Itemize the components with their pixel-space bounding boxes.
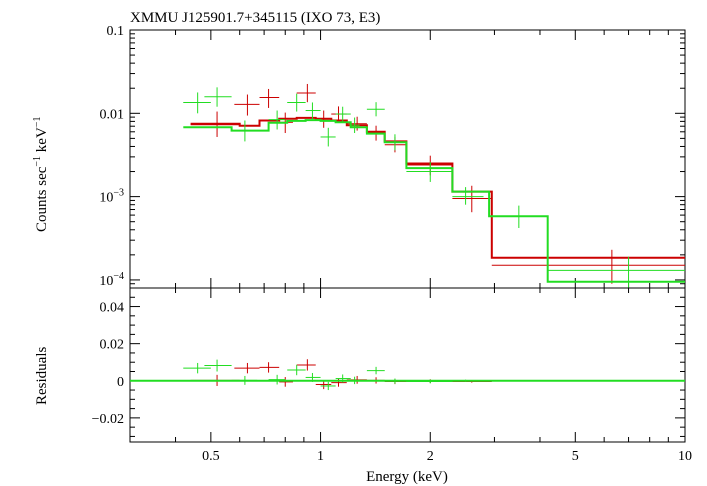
residuals-y-ticks: 0.04 0.02 0 −0.02 bbox=[92, 287, 685, 437]
green-residual-point bbox=[287, 364, 306, 376]
y-tick-exp: −4 bbox=[113, 271, 124, 282]
green-residual-point bbox=[366, 366, 385, 375]
red-data-point bbox=[234, 94, 260, 116]
green-residual-point bbox=[204, 359, 232, 372]
green-data-point bbox=[183, 92, 211, 114]
y-tick-base: 10 bbox=[99, 191, 113, 206]
red-data-point bbox=[452, 185, 492, 213]
residuals-panel-frame bbox=[129, 287, 686, 443]
y-label-sup1: −1 bbox=[32, 156, 43, 167]
green-data-point bbox=[268, 110, 286, 130]
green-data-point bbox=[305, 102, 321, 120]
y-tick-label: 0.1 bbox=[107, 24, 125, 39]
residuals-series bbox=[130, 359, 685, 391]
green-residual-point bbox=[320, 381, 336, 391]
residuals-y-label: Residuals bbox=[34, 347, 50, 405]
green-data-point bbox=[287, 93, 306, 112]
spectrum-y-label: Counts sec−1 keV−1 bbox=[32, 117, 50, 232]
green-data-point bbox=[452, 187, 484, 205]
green-data-point bbox=[489, 205, 548, 229]
y-label-main: Counts sec bbox=[34, 166, 50, 232]
green-data-point bbox=[231, 120, 258, 142]
y-tick-label: 10−4 bbox=[99, 271, 124, 289]
y-tick-label: 0.04 bbox=[100, 301, 125, 316]
x-axis-label: Energy (keV) bbox=[366, 469, 448, 485]
x-tick-labels: 0.5 1 2 5 10 bbox=[202, 449, 692, 464]
y-tick-label: 0.02 bbox=[100, 338, 125, 353]
y-tick-label: 0.01 bbox=[100, 107, 125, 122]
y-tick-base: 10 bbox=[99, 274, 113, 289]
green-data-point bbox=[320, 127, 336, 147]
green-data-point bbox=[406, 162, 453, 182]
y-tick-label: 0 bbox=[117, 375, 124, 390]
spectrum-series bbox=[183, 83, 685, 288]
residuals-x-ticks bbox=[129, 288, 686, 442]
spectrum-panel-frame bbox=[129, 29, 686, 289]
x-tick-label: 10 bbox=[678, 449, 692, 464]
x-tick-label: 1 bbox=[317, 449, 324, 464]
y-label-mid: keV bbox=[34, 127, 50, 156]
red-data-point bbox=[406, 155, 453, 176]
green-data-point bbox=[366, 102, 385, 117]
red-residual-point bbox=[296, 359, 316, 371]
residuals-panel: 0.04 0.02 0 −0.02 Residuals bbox=[34, 287, 686, 443]
x-tick-label: 2 bbox=[427, 449, 434, 464]
green-residual-point bbox=[268, 374, 286, 385]
x-tick-label: 0.5 bbox=[202, 449, 220, 464]
x-tick-label: 5 bbox=[572, 449, 579, 464]
red-model-line bbox=[190, 116, 685, 259]
green-data-point bbox=[204, 87, 232, 107]
y-label-sup2: −1 bbox=[32, 117, 43, 128]
green-data-point bbox=[547, 256, 685, 288]
y-tick-label: −0.02 bbox=[92, 412, 124, 427]
green-data-point bbox=[335, 106, 351, 122]
spectrum-x-ticks bbox=[129, 30, 686, 288]
red-data-point bbox=[259, 88, 280, 108]
red-data-point bbox=[384, 136, 407, 153]
green-residual-point bbox=[183, 362, 211, 374]
green-data-point bbox=[384, 134, 407, 151]
y-tick-exp: −3 bbox=[113, 188, 124, 199]
green-data-point bbox=[349, 117, 360, 134]
red-residual-point bbox=[279, 377, 293, 387]
red-data-point bbox=[296, 83, 316, 103]
chart-title: XMMU J125901.7+345115 (IXO 73, E3) bbox=[130, 10, 380, 26]
red-data-point bbox=[491, 249, 685, 284]
red-residual-point bbox=[259, 362, 280, 373]
y-tick-label: 10−3 bbox=[99, 188, 124, 206]
red-data-point bbox=[190, 111, 240, 137]
red-residual-point bbox=[234, 362, 260, 374]
